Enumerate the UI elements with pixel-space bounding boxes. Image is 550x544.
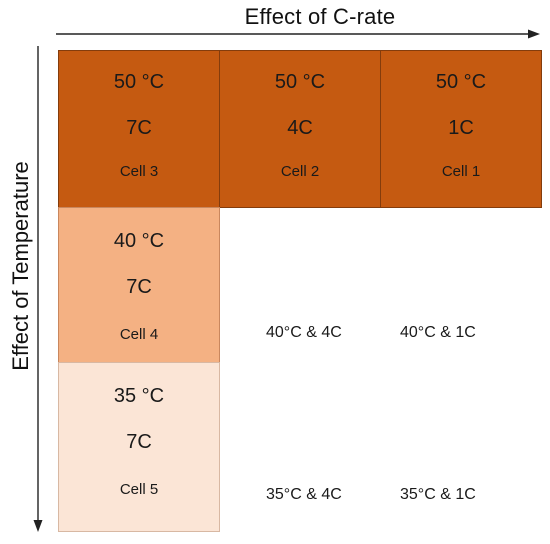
cell-label: Cell 5 [119, 481, 159, 498]
cell-temperature: 40 °C [113, 230, 165, 252]
cell-temperature: 50 °C [435, 71, 487, 93]
temperature-axis-arrow [33, 46, 43, 532]
cell-label: Cell 2 [280, 163, 320, 180]
cell-label: Cell 1 [441, 163, 481, 180]
condition-35c-4c: 35°C & 4C [266, 486, 342, 503]
cell-c-rate: 7C [126, 276, 152, 298]
cell-temperature: 35 °C [113, 385, 165, 407]
cell-5-box: 35 °C 7C Cell 5 [58, 362, 220, 532]
cell-label: Cell 4 [119, 326, 159, 343]
c-rate-axis-arrow [56, 29, 540, 39]
cell-c-rate: 7C [126, 117, 152, 139]
condition-40c-1c: 40°C & 1C [400, 324, 476, 341]
cell-c-rate: 1C [448, 117, 474, 139]
cell-2-box: 50 °C 4C Cell 2 [219, 50, 381, 208]
cell-3-box: 50 °C 7C Cell 3 [58, 50, 220, 208]
cell-label: Cell 3 [119, 163, 159, 180]
condition-35c-1c: 35°C & 1C [400, 486, 476, 503]
cell-c-rate: 7C [126, 431, 152, 453]
temperature-axis-label: Effect of Temperature [8, 161, 33, 371]
cell-4-box: 40 °C 7C Cell 4 [58, 207, 220, 363]
cell-temperature: 50 °C [274, 71, 326, 93]
condition-40c-4c: 40°C & 4C [266, 324, 342, 341]
cell-temperature: 50 °C [113, 71, 165, 93]
cell-1-box: 50 °C 1C Cell 1 [380, 50, 542, 208]
cell-c-rate: 4C [287, 117, 313, 139]
c-rate-axis-title: Effect of C-rate [244, 4, 396, 29]
